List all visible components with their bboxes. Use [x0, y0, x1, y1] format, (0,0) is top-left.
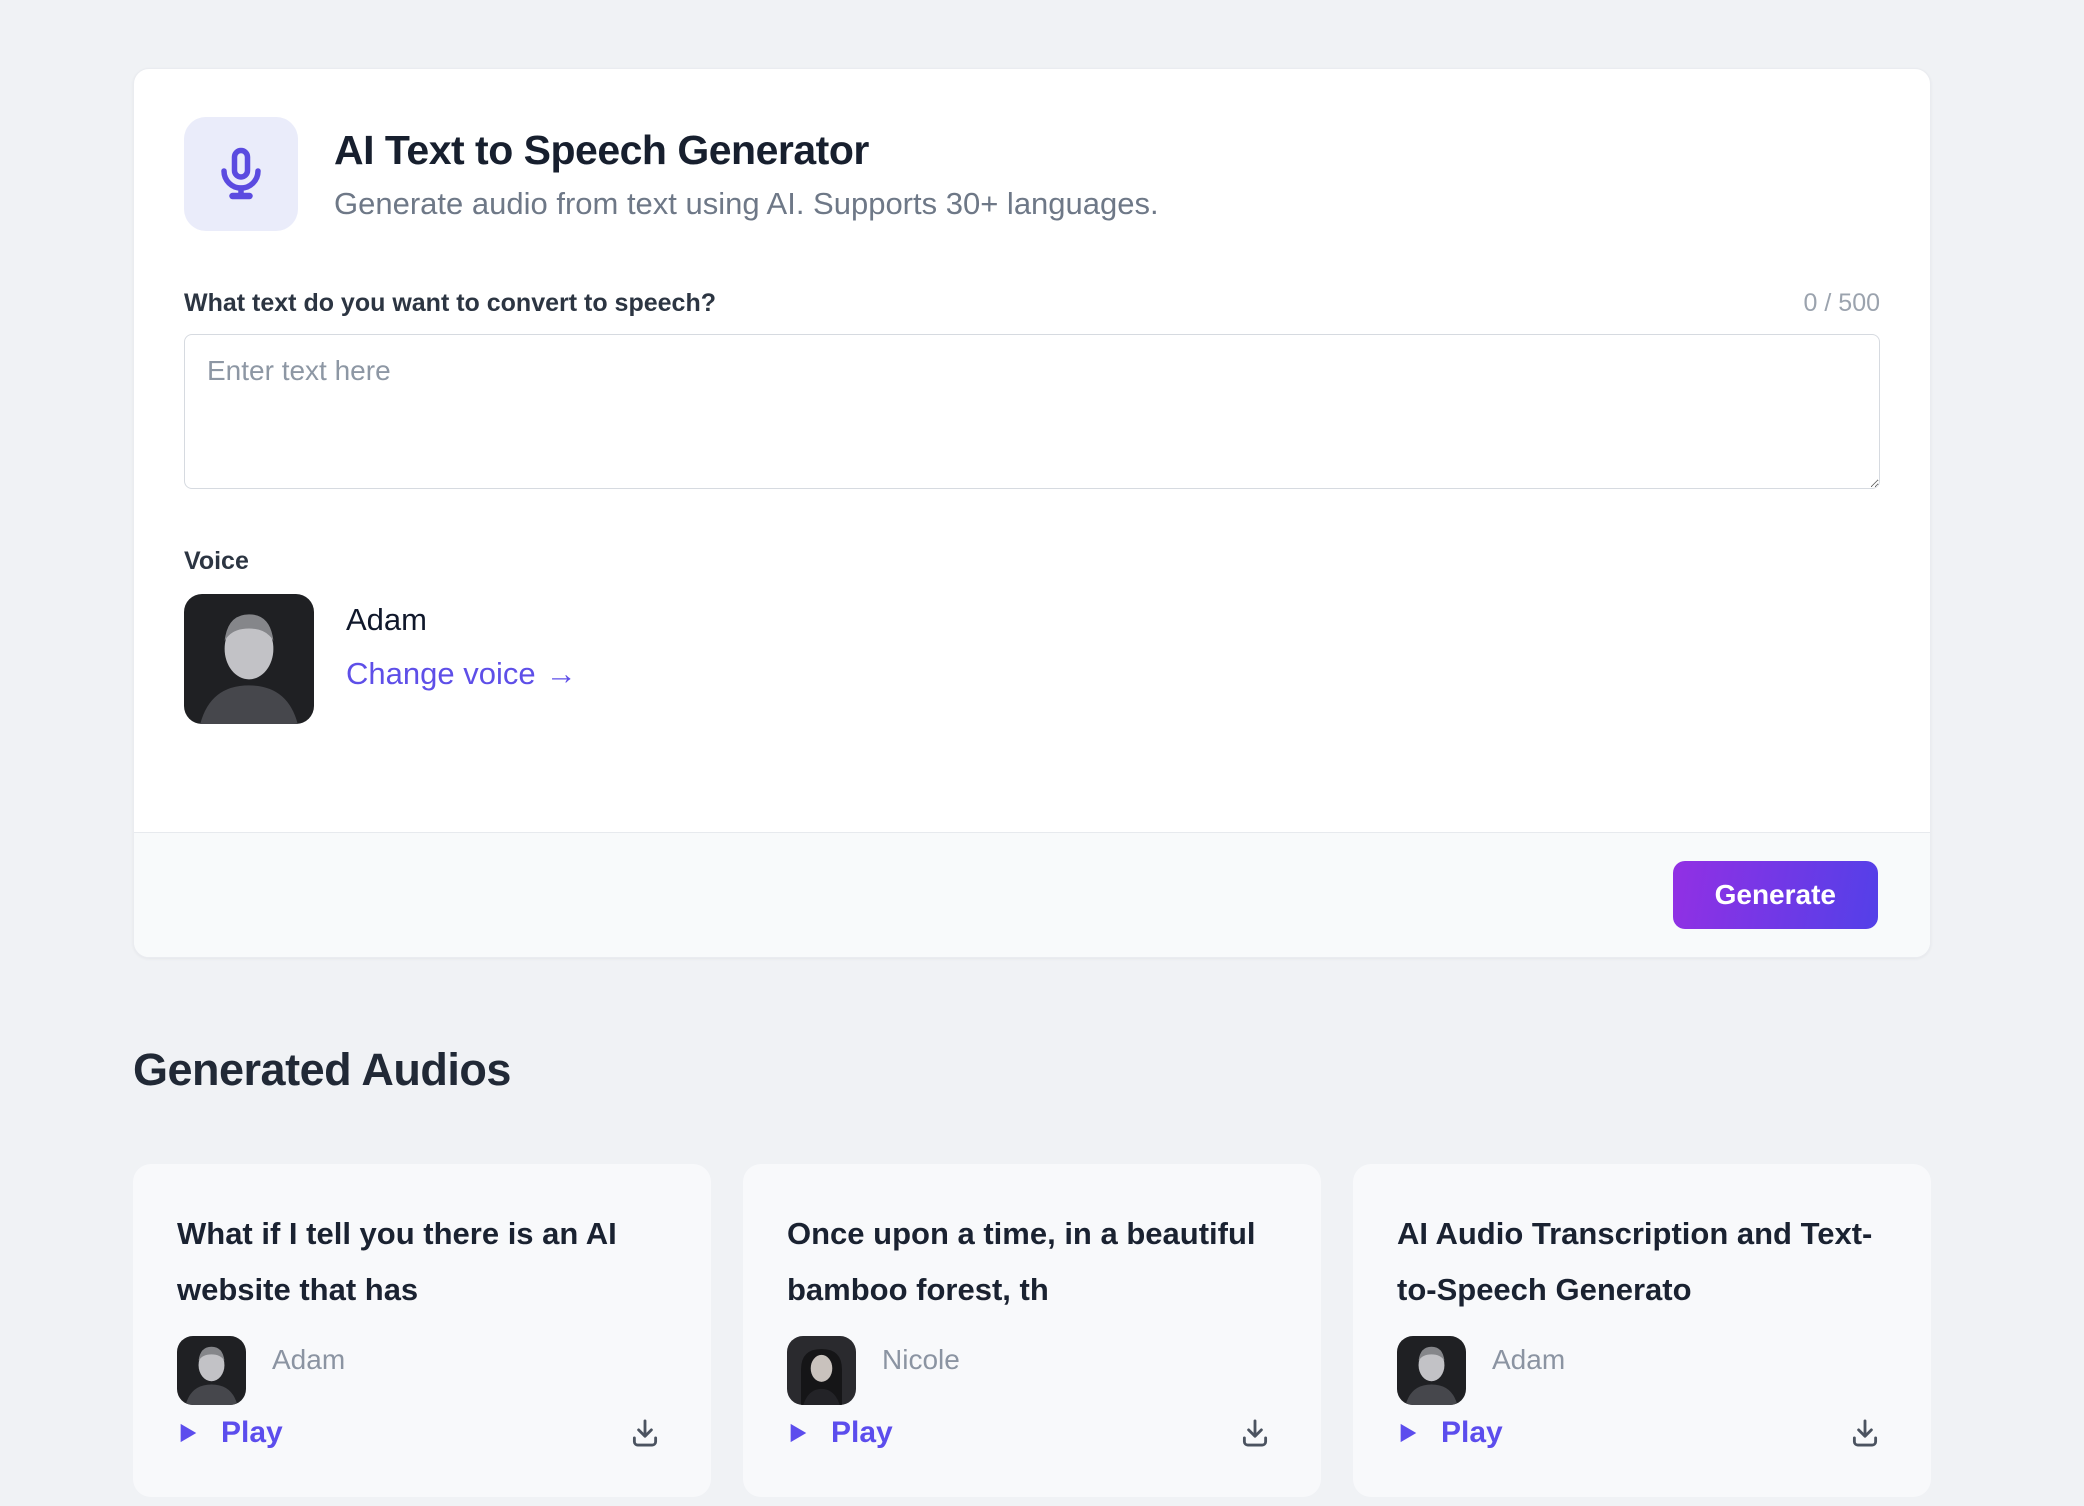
audio-title: What if I tell you there is an AI websit…	[177, 1216, 617, 1307]
generator-heading-text: AI Text to Speech Generator Generate aud…	[334, 127, 1159, 222]
nicole-avatar-image	[787, 1336, 856, 1405]
play-label: Play	[221, 1416, 283, 1449]
voice-meta: Adam Change voice →	[346, 594, 577, 692]
audio-card: AI Audio Transcription and Text-to-Speec…	[1353, 1164, 1931, 1497]
text-input-label-row: What text do you want to convert to spee…	[184, 289, 1880, 318]
voice-avatar-adam	[184, 594, 314, 724]
audio-voice-row: Adam	[1397, 1336, 1887, 1405]
download-icon	[1852, 1419, 1878, 1447]
tts-generator-card: AI Text to Speech Generator Generate aud…	[133, 68, 1931, 958]
arrow-right-icon: →	[545, 656, 577, 691]
audio-voice-row: Adam	[177, 1336, 667, 1405]
play-button[interactable]: Play	[787, 1416, 893, 1450]
microphone-icon-badge	[184, 117, 298, 231]
char-counter: 0 / 500	[1803, 289, 1880, 317]
voice-selector: Adam Change voice →	[184, 594, 1880, 724]
voice-avatar-nicole	[787, 1336, 856, 1405]
generated-audios-heading: Generated Audios	[133, 1044, 511, 1095]
page-title: AI Text to Speech Generator	[334, 126, 869, 173]
play-label: Play	[1441, 1416, 1503, 1449]
audio-title: Once upon a time, in a beautiful bamboo …	[787, 1216, 1256, 1307]
generator-header: AI Text to Speech Generator Generate aud…	[184, 117, 1880, 231]
change-voice-link[interactable]: Change voice →	[346, 656, 577, 692]
adam-avatar-image	[1397, 1336, 1466, 1405]
voice-section-label: Voice	[184, 547, 249, 575]
audio-actions: Play	[1397, 1411, 1887, 1455]
page-subtitle: Generate audio from text using AI. Suppo…	[334, 185, 1159, 221]
adam-avatar-image	[177, 1336, 246, 1405]
download-button[interactable]	[623, 1411, 667, 1455]
change-voice-label: Change voice	[346, 656, 536, 691]
audio-actions: Play	[787, 1411, 1277, 1455]
play-button[interactable]: Play	[1397, 1416, 1503, 1450]
audio-voice-name: Adam	[272, 1344, 346, 1375]
audio-actions: Play	[177, 1411, 667, 1455]
play-icon	[790, 1423, 807, 1443]
play-label: Play	[831, 1416, 893, 1449]
play-icon	[180, 1423, 197, 1443]
generate-button[interactable]: Generate	[1672, 861, 1878, 929]
audio-voice-row: Nicole	[787, 1336, 1277, 1405]
play-icon	[1400, 1423, 1417, 1443]
voice-avatar-adam	[177, 1336, 246, 1405]
generator-card-footer: Generate	[134, 832, 1930, 957]
generated-audios-grid: What if I tell you there is an AI websit…	[133, 1164, 1931, 1497]
play-button[interactable]: Play	[177, 1416, 283, 1450]
generator-card-body: AI Text to Speech Generator Generate aud…	[134, 69, 1930, 832]
adam-avatar-image	[184, 594, 314, 724]
page-container: AI Text to Speech Generator Generate aud…	[133, 68, 1931, 1497]
audio-title: AI Audio Transcription and Text-to-Speec…	[1397, 1216, 1873, 1307]
voice-avatar-adam	[1397, 1336, 1466, 1405]
download-button[interactable]	[1233, 1411, 1277, 1455]
audio-voice-name: Adam	[1492, 1344, 1566, 1375]
download-button[interactable]	[1843, 1411, 1887, 1455]
selected-voice-name: Adam	[346, 602, 427, 637]
text-input[interactable]	[184, 334, 1880, 489]
audio-voice-name: Nicole	[882, 1344, 960, 1375]
audio-card: Once upon a time, in a beautiful bamboo …	[743, 1164, 1321, 1497]
text-input-label: What text do you want to convert to spee…	[184, 289, 716, 317]
download-icon	[632, 1419, 658, 1447]
download-icon	[1242, 1419, 1268, 1447]
microphone-icon	[221, 147, 261, 200]
audio-card: What if I tell you there is an AI websit…	[133, 1164, 711, 1497]
